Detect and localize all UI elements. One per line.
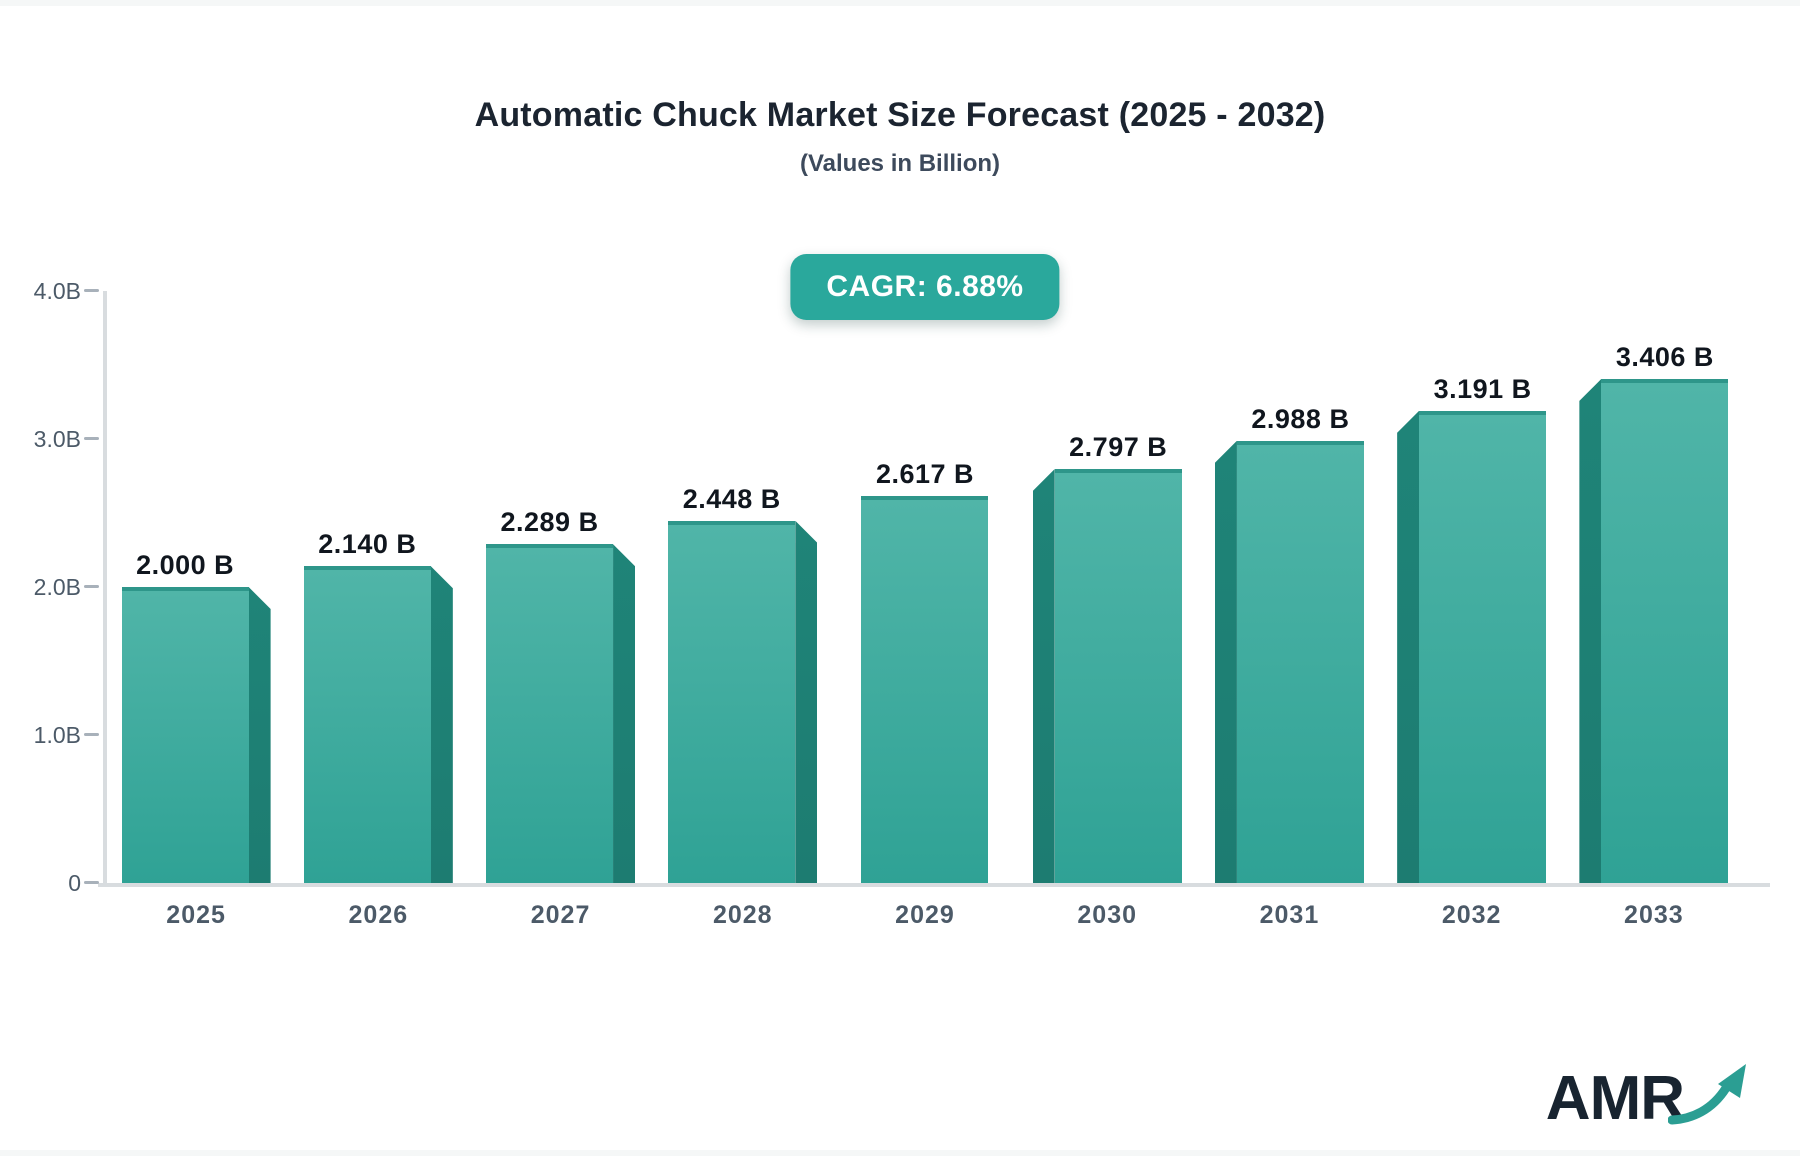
bar-2028: 2.448 B [668, 484, 818, 883]
x-axis-label-2032: 2032 [1441, 901, 1502, 929]
bar-2026: 2.140 B [303, 529, 453, 883]
bar-face: 2.289 B [486, 507, 614, 883]
bar-side-shadow [613, 544, 636, 883]
bar-value-label: 3.406 B [1615, 341, 1714, 372]
bar-2032: 3.191 B [1397, 374, 1547, 883]
bar-value-label: 2.000 B [136, 550, 235, 580]
bar-face: 2.448 B [668, 484, 796, 883]
x-axis-label-2026: 2026 [348, 901, 409, 929]
bar-face: 2.988 B [1236, 404, 1364, 883]
bar-face: 2.797 B [1054, 432, 1182, 883]
bar-2030: 2.797 B [1032, 432, 1182, 883]
y-tick-label: 3.0B [33, 425, 81, 452]
bottom-edge-strip [0, 1150, 1800, 1156]
bar-slot-2026: 2.140 B [287, 291, 469, 883]
x-axis-labels: 2025 2026 2027 2028 2029 2030 2031 2032 2033 [105, 901, 1745, 930]
bar-side-shadow [1214, 440, 1237, 883]
bar-face: 3.406 B [1601, 342, 1729, 883]
bar-2027: 2.289 B [486, 507, 636, 883]
y-tick-mark [84, 289, 99, 292]
x-axis-label-2031: 2031 [1259, 901, 1320, 929]
chart-subtitle: (Values in Billion) [799, 150, 1001, 177]
y-tick-mark [84, 733, 99, 736]
bar-value-label: 2.289 B [500, 507, 599, 538]
y-tick-label: 0 [68, 869, 81, 896]
x-axis-label-2033: 2033 [1624, 901, 1684, 929]
bar-side-shadow [430, 566, 453, 883]
top-edge-strip [0, 0, 1800, 6]
bar-slot-2029: 2.617 B [834, 291, 1016, 883]
cagr-badge: CAGR: 6.88% [790, 254, 1060, 320]
bar-side-shadow [1397, 410, 1420, 883]
bar-side-shadow [1579, 378, 1602, 883]
y-tick-label: 2.0B [33, 573, 81, 600]
y-tick-mark [84, 881, 99, 884]
bar-face: 2.617 B [861, 459, 989, 883]
x-axis-label-2025: 2025 [166, 901, 226, 929]
y-tick-mark [84, 585, 99, 588]
y-tick-mark [84, 437, 99, 440]
bar-value-label: 3.191 B [1433, 373, 1532, 404]
bar-value-label: 2.617 B [875, 458, 975, 489]
bar-side-shadow [248, 587, 271, 883]
bar-slot-2028: 2.448 B [652, 291, 834, 883]
y-axis-line [103, 291, 107, 885]
bar-value-label: 2.448 B [682, 483, 781, 514]
bar-slot-2031: 2.988 B [1198, 291, 1380, 883]
bar-side-shadow [1032, 469, 1055, 883]
amr-logo-text: AMR [1545, 1064, 1685, 1133]
bar-value-label: 2.988 B [1251, 403, 1350, 434]
chart-title: Automatic Chuck Market Size Forecast (20… [474, 96, 1326, 134]
bar-face: 2.000 B [121, 550, 249, 883]
bar-slot-2025: 2.000 B [105, 291, 287, 883]
bar-slot-2027: 2.289 B [469, 291, 651, 883]
bar-2025: 2.000 B [121, 550, 271, 883]
y-tick-label: 4.0B [33, 277, 81, 304]
bar-value-label: 2.797 B [1069, 432, 1168, 463]
bar-value-label: 2.140 B [318, 529, 417, 560]
bar-2029: 2.617 B [861, 459, 989, 883]
bar-face: 3.191 B [1419, 374, 1547, 883]
growth-arrow-icon [1668, 1064, 1746, 1125]
bar-slot-2032: 3.191 B [1381, 291, 1563, 883]
amr-logo: AMR [1545, 1064, 1752, 1133]
bar-2033: 3.406 B [1579, 342, 1729, 883]
x-axis-label-2027: 2027 [530, 901, 591, 929]
bar-2031: 2.988 B [1214, 404, 1364, 883]
bar-side-shadow [795, 520, 818, 883]
x-axis-label-2029: 2029 [895, 901, 955, 929]
x-axis-label-2028: 2028 [712, 901, 773, 929]
bar-face: 2.140 B [303, 529, 431, 883]
bar-slot-2033: 3.406 B [1563, 291, 1745, 883]
x-axis-baseline [98, 883, 1770, 887]
bars-row: 2.000 B 2.140 B 2.289 B 2.448 B 2.617 B 2.797… [105, 291, 1745, 883]
bar-slot-2030: 2.797 B [1016, 291, 1198, 883]
x-axis-label-2030: 2030 [1077, 901, 1138, 929]
y-tick-label: 1.0B [33, 721, 81, 748]
